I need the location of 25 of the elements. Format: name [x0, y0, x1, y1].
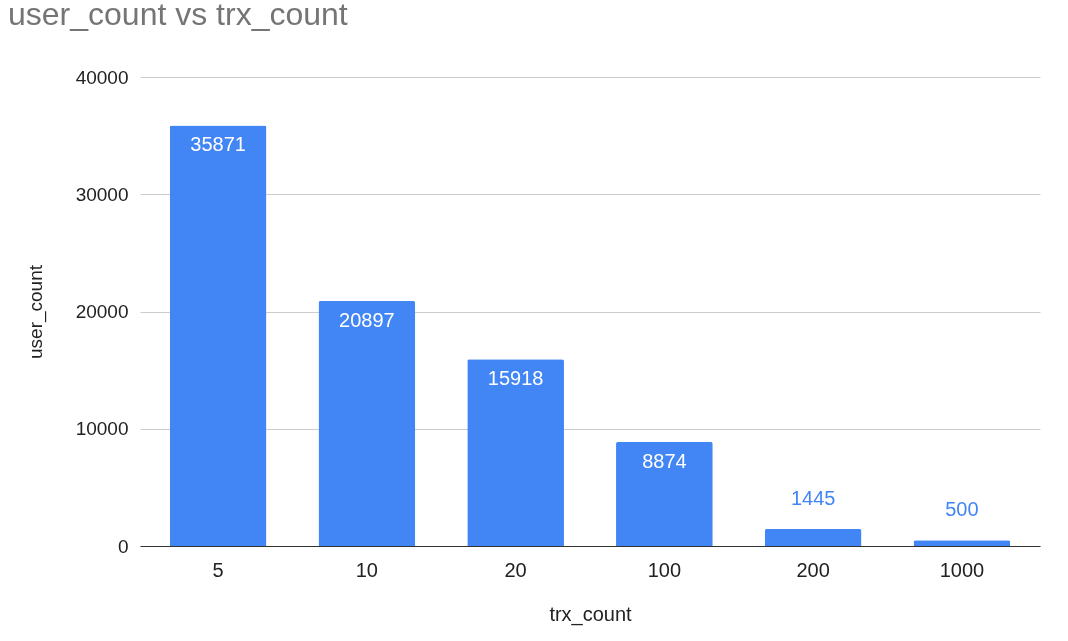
- bar: [764, 529, 862, 546]
- y-tick-label: 0: [117, 535, 129, 557]
- bar: [169, 125, 267, 546]
- data-label: 500: [945, 498, 979, 521]
- y-tick-label: 10000: [75, 418, 129, 440]
- y-axis-title: user_count: [24, 264, 47, 360]
- y-tick-label: 40000: [75, 66, 129, 88]
- y-tick-label: 20000: [75, 301, 129, 322]
- data-label: 15918: [487, 367, 544, 390]
- bar: [467, 359, 564, 546]
- data-label: 20897: [339, 308, 395, 331]
- data-label: 35871: [190, 133, 246, 156]
- x-tick-label: 5: [212, 558, 224, 581]
- x-tick-label: 20: [504, 558, 527, 581]
- x-tick-label: 10: [355, 558, 378, 581]
- y-tick-label: 30000: [75, 183, 129, 205]
- x-tick-label: 1000: [939, 558, 985, 581]
- bar: [318, 300, 416, 546]
- data-label: 1445: [790, 487, 836, 510]
- bar: [616, 441, 713, 546]
- chart-title: user_count vs trx_count: [8, 0, 348, 32]
- data-label: 8874: [642, 449, 687, 472]
- x-tick-label: 200: [796, 558, 830, 581]
- x-tick-label: 100: [647, 558, 682, 581]
- x-axis-title: trx_count: [549, 602, 633, 626]
